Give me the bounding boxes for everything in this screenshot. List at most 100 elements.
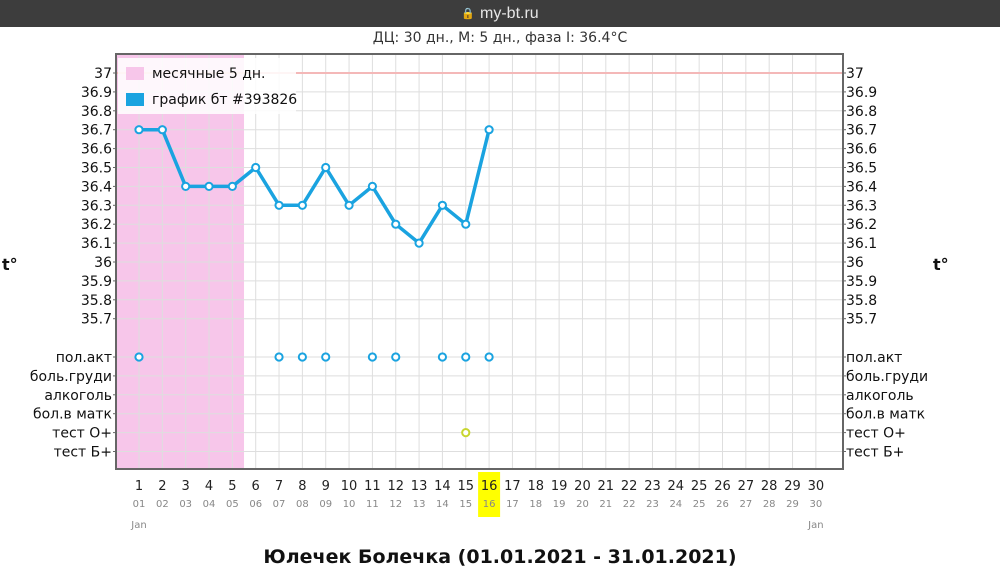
temperature-line bbox=[139, 127, 491, 245]
marker-point bbox=[461, 428, 471, 438]
temperature-point bbox=[251, 162, 261, 173]
y-tick-label-right: 36.4 bbox=[846, 179, 877, 195]
legend-background bbox=[118, 58, 296, 114]
legend-label: месячные 5 дн. bbox=[152, 66, 265, 82]
x-day-label: 12 bbox=[387, 479, 404, 494]
x-date-label: 22 bbox=[623, 499, 636, 510]
y-tick-label-right: 35.9 bbox=[846, 274, 877, 290]
x-date-label: 06 bbox=[249, 499, 262, 510]
y-tick-label-left: 36.2 bbox=[81, 217, 112, 233]
y-tick-label-right: 37 bbox=[846, 66, 864, 82]
x-date-label: 10 bbox=[343, 499, 356, 510]
y-tick-label-left: 36 bbox=[94, 255, 112, 271]
y-tick-label-left: 35.7 bbox=[81, 312, 112, 328]
y-tick-label-right: 36.5 bbox=[846, 161, 877, 177]
x-day-label: 16 bbox=[481, 479, 498, 494]
y-tick-label-left: 36.3 bbox=[81, 198, 112, 214]
marker-row-label-left: алкоголь bbox=[44, 388, 112, 404]
x-day-label: 6 bbox=[252, 479, 260, 494]
marker-row-label-right: тест О+ bbox=[846, 426, 906, 442]
legend-swatch bbox=[126, 67, 144, 80]
x-day-label: 27 bbox=[738, 479, 755, 494]
x-date-label: 01 bbox=[133, 499, 146, 510]
x-day-label: 23 bbox=[644, 479, 661, 494]
marker-point bbox=[321, 352, 331, 362]
x-day-label: 7 bbox=[275, 479, 283, 494]
x-date-label: 16 bbox=[483, 499, 496, 510]
x-day-label: 20 bbox=[574, 479, 591, 494]
x-date-label: 05 bbox=[226, 499, 239, 510]
x-day-label: 5 bbox=[228, 479, 236, 494]
marker-point bbox=[297, 352, 307, 362]
y-tick-label-left: 36.1 bbox=[81, 236, 112, 252]
x-day-label: 11 bbox=[364, 479, 381, 494]
y-tick-label-left: 36.9 bbox=[81, 85, 112, 101]
x-day-label: 26 bbox=[714, 479, 731, 494]
y-tick-label-right: 35.8 bbox=[846, 293, 877, 309]
y-tick-label-right: 36.8 bbox=[846, 104, 877, 120]
x-date-label: 30 bbox=[809, 499, 822, 510]
marker-row-label-left: бол.в матк bbox=[33, 407, 112, 423]
x-date-label: 11 bbox=[366, 499, 379, 510]
y-tick-label-left: 36.7 bbox=[81, 123, 112, 139]
y-tick-label-right: 36 bbox=[846, 255, 864, 271]
y-tick-label-left: 36.4 bbox=[81, 179, 112, 195]
marker-point bbox=[484, 352, 494, 362]
y-tick-label-left: 35.9 bbox=[81, 274, 112, 290]
y-tick-label-left: 35.8 bbox=[81, 293, 112, 309]
x-day-label: 8 bbox=[298, 479, 306, 494]
legend-swatch bbox=[126, 93, 144, 106]
x-date-label: 02 bbox=[156, 499, 169, 510]
x-date-label: 17 bbox=[506, 499, 519, 510]
temperature-point bbox=[297, 200, 307, 210]
temperature-point bbox=[181, 181, 191, 191]
y-tick-label-left: 36.5 bbox=[81, 161, 112, 177]
marker-row-label-right: бол.в матк bbox=[846, 407, 925, 423]
y-tick-label-left: 37 bbox=[94, 66, 112, 82]
marker-point bbox=[391, 352, 401, 362]
marker-point bbox=[461, 352, 471, 362]
marker-row-label-right: алкоголь bbox=[846, 388, 914, 404]
marker-row-label-left: тест О+ bbox=[52, 426, 112, 442]
temperature-point bbox=[134, 125, 144, 135]
x-day-label: 14 bbox=[434, 479, 451, 494]
y-tick-label-right: 36.1 bbox=[846, 236, 877, 252]
y-tick-label-right: 36.7 bbox=[846, 123, 877, 139]
x-date-label: 23 bbox=[646, 499, 659, 510]
x-date-label: 14 bbox=[436, 499, 449, 510]
x-day-label: 18 bbox=[528, 479, 545, 494]
y-tick-label-left: 36.8 bbox=[81, 104, 112, 120]
x-day-label: 24 bbox=[668, 479, 685, 494]
y-axis-label-right: t° bbox=[933, 255, 949, 274]
browser-address-bar[interactable]: 🔒 my-bt.ru bbox=[0, 0, 1000, 27]
x-date-label: 29 bbox=[786, 499, 799, 510]
marker-point bbox=[134, 352, 144, 362]
temperature-point bbox=[367, 181, 377, 191]
marker-row-label-left: пол.акт bbox=[56, 350, 112, 366]
marker-row-label-right: боль.груди bbox=[846, 369, 928, 385]
y-tick-label-right: 36.9 bbox=[846, 85, 877, 101]
x-month-end: Jan bbox=[807, 520, 823, 531]
y-tick-label-right: 35.7 bbox=[846, 312, 877, 328]
chart-owner-title: Юлечек Болечка (01.01.2021 - 31.01.2021) bbox=[263, 546, 737, 568]
x-day-label: 15 bbox=[457, 479, 474, 494]
x-date-label: 07 bbox=[273, 499, 286, 510]
marker-row-label-left: тест Б+ bbox=[54, 445, 112, 461]
x-date-label: 21 bbox=[599, 499, 612, 510]
x-day-label: 13 bbox=[411, 479, 428, 494]
x-day-label: 9 bbox=[322, 479, 330, 494]
x-date-label: 09 bbox=[319, 499, 332, 510]
marker-point bbox=[274, 352, 284, 362]
temperature-point bbox=[461, 219, 471, 229]
y-tick-label-right: 36.6 bbox=[846, 142, 877, 158]
temperature-point bbox=[437, 200, 448, 210]
marker-point bbox=[367, 352, 377, 362]
x-date-label: 18 bbox=[529, 499, 542, 510]
x-month-start: Jan bbox=[130, 520, 146, 531]
y-axis-label-left: t° bbox=[2, 255, 18, 274]
x-date-label: 28 bbox=[763, 499, 776, 510]
x-day-label: 21 bbox=[598, 479, 615, 494]
x-date-label: 26 bbox=[716, 499, 729, 510]
temperature-point bbox=[227, 181, 237, 191]
